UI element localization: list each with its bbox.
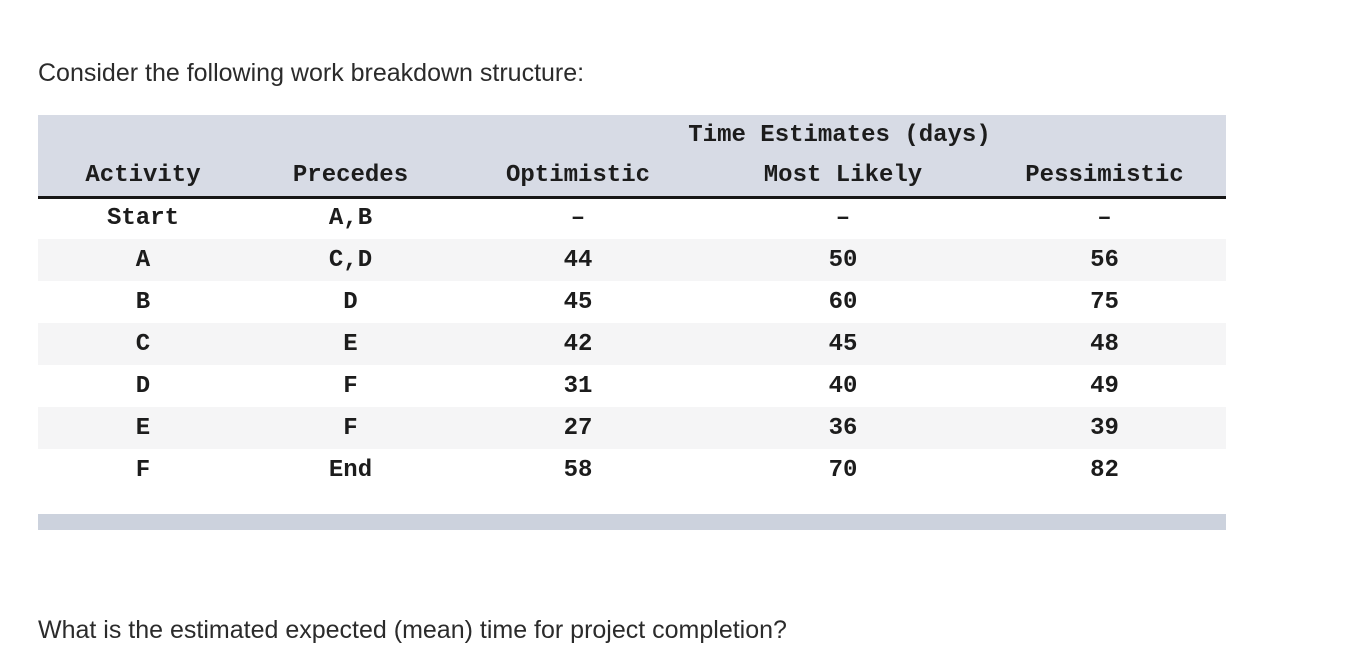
cell-precedes: F bbox=[343, 414, 358, 442]
cell-precedes: C,D bbox=[328, 246, 373, 274]
question-text: What is the estimated expected (mean) ti… bbox=[38, 616, 787, 644]
table-row: F End 58 70 82 bbox=[38, 449, 1226, 491]
column-header-row: Activity Precedes Optimistic Most Likely… bbox=[38, 156, 1227, 199]
wbs-table: Time Estimates (days) Activity Precedes … bbox=[38, 115, 1227, 491]
cell-pessimistic: 82 bbox=[1090, 456, 1119, 484]
group-header-row: Time Estimates (days) bbox=[38, 115, 1227, 156]
cell-optimistic: 27 bbox=[563, 414, 593, 442]
cell-activity: B bbox=[135, 288, 151, 316]
cell-optimistic: 58 bbox=[563, 456, 593, 484]
column-header-pessimistic: Pessimistic bbox=[983, 156, 1227, 199]
cell-activity: A bbox=[135, 246, 151, 274]
cell-precedes: F bbox=[343, 372, 358, 400]
table-row: Start A,B – – – bbox=[38, 197, 1226, 239]
cell-pessimistic: – bbox=[1097, 205, 1112, 233]
cell-most-likely: 60 bbox=[828, 288, 858, 316]
cell-optimistic: 44 bbox=[563, 246, 593, 274]
cell-pessimistic: 39 bbox=[1090, 414, 1119, 442]
table-row: C E 42 45 48 bbox=[38, 323, 1227, 365]
cell-most-likely: 36 bbox=[828, 414, 858, 442]
cell-optimistic: 45 bbox=[563, 288, 593, 316]
cell-optimistic: 31 bbox=[563, 372, 593, 400]
cell-precedes: D bbox=[343, 288, 358, 316]
group-header-time-estimates: Time Estimates (days) bbox=[453, 115, 1227, 156]
group-header-spacer bbox=[38, 115, 453, 156]
column-header-optimistic: Optimistic bbox=[453, 156, 703, 199]
cell-activity: F bbox=[135, 456, 151, 484]
cell-activity: E bbox=[135, 414, 151, 442]
cell-most-likely: 50 bbox=[828, 246, 858, 274]
cell-pessimistic: 48 bbox=[1090, 330, 1119, 358]
table-header: Time Estimates (days) Activity Precedes … bbox=[38, 115, 1227, 199]
cell-precedes: E bbox=[343, 330, 358, 358]
column-header-most-likely: Most Likely bbox=[703, 156, 983, 199]
column-header-precedes: Precedes bbox=[248, 156, 453, 199]
cell-optimistic: – bbox=[570, 205, 586, 233]
cell-most-likely: 70 bbox=[828, 456, 858, 484]
cell-pessimistic: 49 bbox=[1090, 372, 1119, 400]
horizontal-scrollbar-track[interactable] bbox=[38, 514, 1226, 530]
cell-optimistic: 42 bbox=[563, 330, 593, 358]
cell-activity: Start bbox=[106, 205, 179, 233]
cell-pessimistic: 75 bbox=[1090, 288, 1119, 316]
cell-precedes: A,B bbox=[328, 205, 373, 233]
wbs-table-container: Time Estimates (days) Activity Precedes … bbox=[38, 115, 1227, 491]
table-row: A C,D 44 50 56 bbox=[38, 239, 1227, 281]
table-body: Start A,B – – – A C,D 44 50 56 B D 45 bbox=[38, 197, 1227, 491]
intro-text: Consider the following work breakdown st… bbox=[38, 59, 585, 87]
cell-precedes: End bbox=[328, 456, 373, 484]
table-row: E F 27 36 39 bbox=[38, 407, 1227, 449]
cell-activity: D bbox=[135, 372, 151, 400]
cell-most-likely: 45 bbox=[828, 330, 858, 358]
table-row: D F 31 40 49 bbox=[38, 365, 1226, 407]
cell-most-likely: – bbox=[835, 205, 851, 233]
table-row: B D 45 60 75 bbox=[38, 281, 1226, 323]
column-header-activity: Activity bbox=[38, 156, 248, 199]
cell-activity: C bbox=[135, 330, 151, 358]
cell-pessimistic: 56 bbox=[1090, 246, 1119, 274]
cell-most-likely: 40 bbox=[828, 372, 858, 400]
